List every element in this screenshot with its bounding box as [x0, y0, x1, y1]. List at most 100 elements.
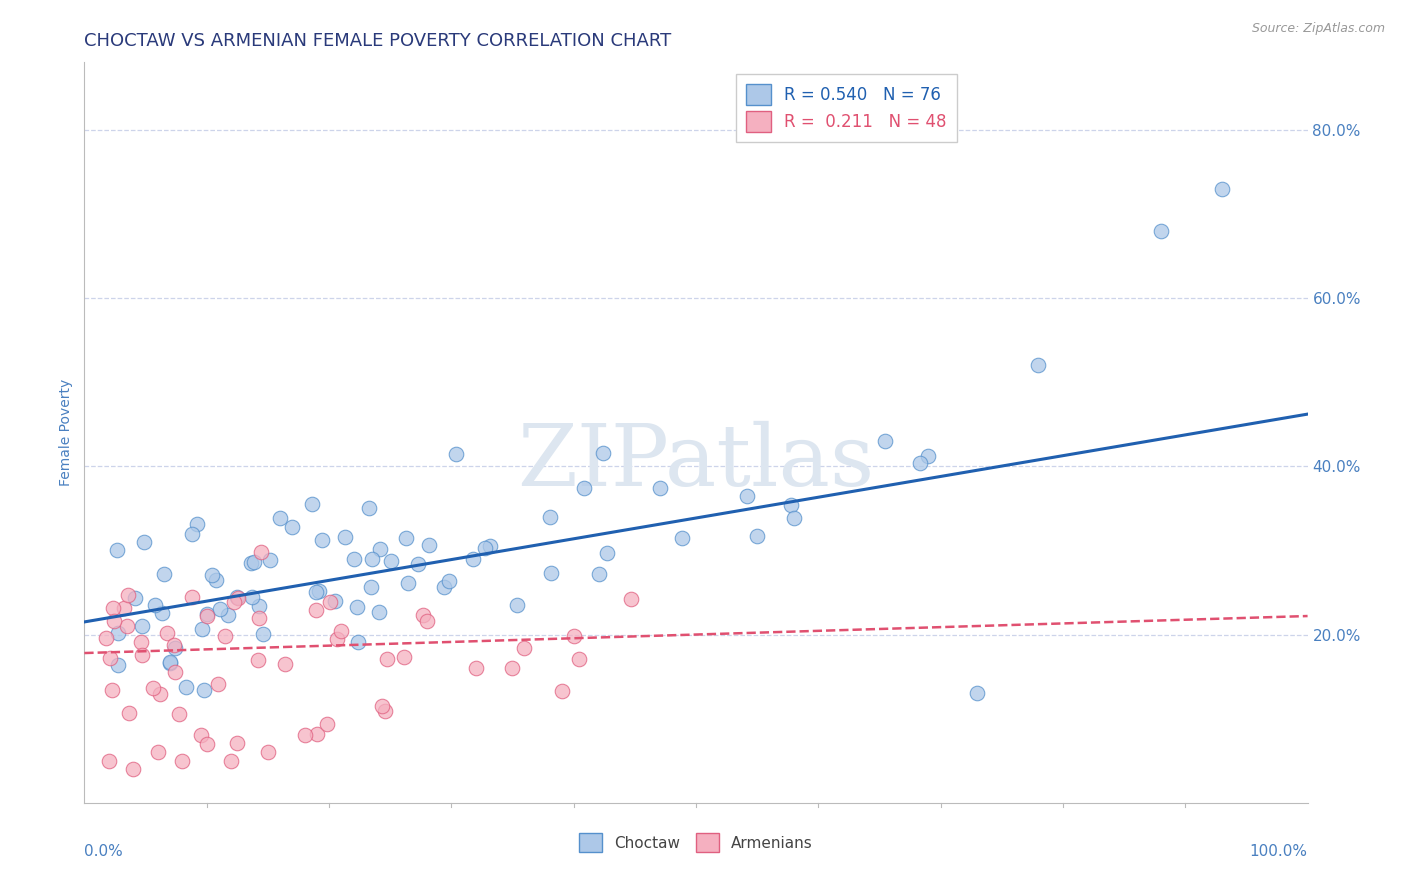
Point [572, 481, 595, 495]
Point [217, 608, 239, 623]
Point [361, 552, 384, 566]
Point [159, 655, 181, 669]
Point [461, 551, 484, 566]
Text: Source: ZipAtlas.com: Source: ZipAtlas.com [1251, 22, 1385, 36]
Text: CHOCTAW VS ARMENIAN FEMALE POVERTY CORRELATION CHART: CHOCTAW VS ARMENIAN FEMALE POVERTY CORRE… [84, 32, 672, 50]
Point [304, 602, 326, 616]
Point [273, 657, 295, 671]
Point [347, 635, 370, 649]
Point [222, 594, 245, 608]
Point [163, 638, 186, 652]
Point [346, 599, 368, 614]
Point [568, 651, 591, 665]
Point [257, 745, 280, 759]
Point [112, 600, 135, 615]
Point [117, 588, 139, 602]
Point [512, 640, 534, 655]
Point [252, 627, 274, 641]
Point [747, 529, 769, 543]
Point [145, 598, 167, 612]
Point [551, 684, 574, 698]
Point [648, 481, 671, 495]
Y-axis label: Female Poverty: Female Poverty [59, 379, 73, 486]
Point [412, 608, 434, 623]
Point [226, 591, 249, 606]
Point [195, 608, 218, 623]
Point [301, 497, 323, 511]
Text: 0.0%: 0.0% [84, 844, 124, 858]
Point [562, 629, 585, 643]
Point [408, 557, 430, 571]
Point [1211, 181, 1233, 195]
Point [540, 566, 562, 580]
Point [910, 456, 932, 470]
Point [308, 584, 330, 599]
Point [195, 737, 218, 751]
Text: 100.0%: 100.0% [1250, 844, 1308, 858]
Point [247, 599, 270, 613]
Point [433, 580, 456, 594]
Point [380, 554, 402, 568]
Point [172, 754, 194, 768]
Point [103, 615, 125, 629]
Point [250, 545, 273, 559]
Point [360, 580, 382, 594]
Point [418, 538, 440, 552]
Point [671, 532, 693, 546]
Point [190, 728, 212, 742]
Point [247, 653, 270, 667]
Point [207, 676, 229, 690]
Point [214, 629, 236, 643]
Point [94, 632, 117, 646]
Point [259, 553, 281, 567]
Point [330, 624, 353, 639]
Point [474, 541, 496, 555]
Point [783, 511, 806, 525]
Point [395, 531, 418, 545]
Point [735, 489, 758, 503]
Point [159, 656, 181, 670]
Point [174, 680, 197, 694]
Point [375, 651, 398, 665]
Point [780, 499, 803, 513]
Point [225, 736, 247, 750]
Point [107, 657, 129, 672]
Point [142, 681, 165, 696]
Point [357, 500, 380, 515]
Point [316, 716, 339, 731]
Point [129, 635, 152, 649]
Point [311, 533, 333, 548]
Point [165, 665, 187, 680]
Point [163, 640, 186, 655]
Point [193, 682, 215, 697]
Point [195, 607, 218, 621]
Point [122, 762, 145, 776]
Point [1028, 359, 1050, 373]
Point [191, 623, 214, 637]
Point [132, 535, 155, 549]
Point [131, 648, 153, 663]
Point [149, 687, 172, 701]
Point [437, 574, 460, 589]
Point [333, 531, 356, 545]
Point [115, 619, 138, 633]
Point [107, 626, 129, 640]
Point [153, 567, 176, 582]
Point [118, 706, 141, 720]
Point [101, 600, 124, 615]
Point [294, 729, 316, 743]
Point [368, 542, 391, 557]
Point [180, 527, 202, 541]
Point [240, 590, 263, 604]
Point [620, 591, 643, 606]
Point [367, 605, 389, 619]
Point [502, 660, 524, 674]
Point [225, 590, 247, 604]
Point [124, 591, 146, 605]
Point [343, 551, 366, 566]
Text: ZIPatlas: ZIPatlas [517, 421, 875, 504]
Point [201, 567, 224, 582]
Point [97, 754, 120, 768]
Point [243, 555, 266, 569]
Point [592, 446, 614, 460]
